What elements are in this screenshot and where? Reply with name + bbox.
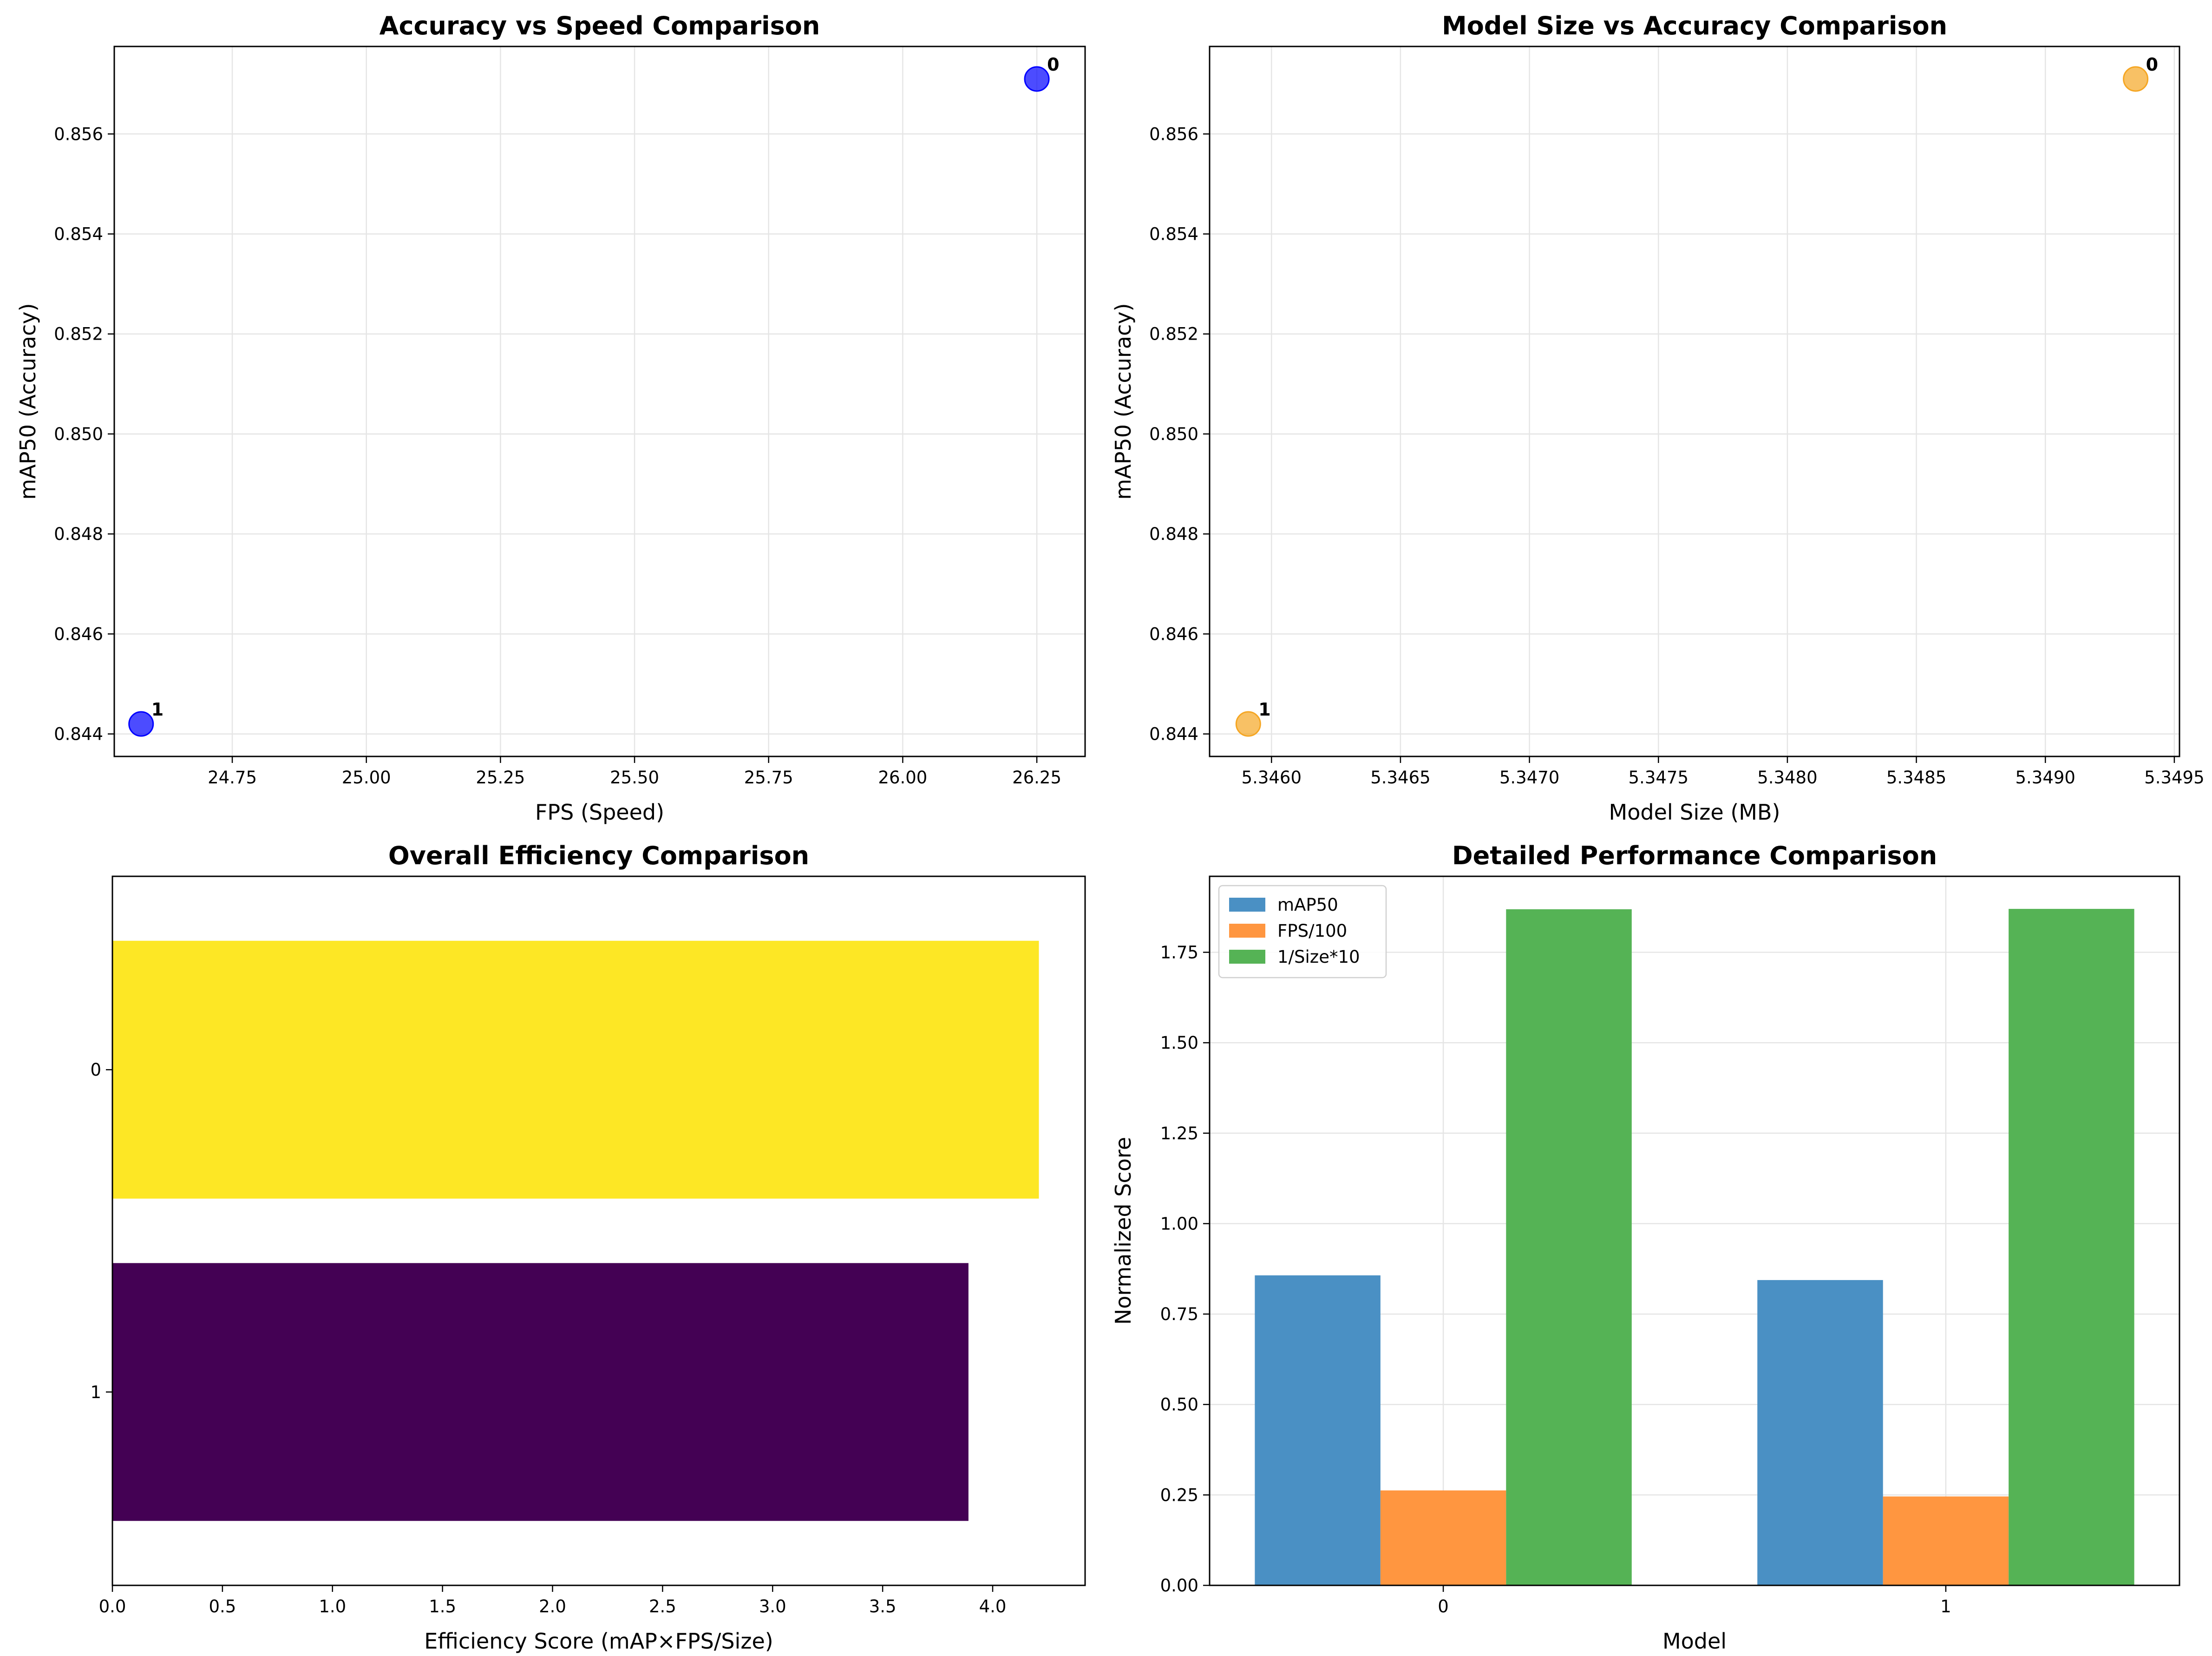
bar-map50 bbox=[1255, 1275, 1381, 1585]
legend-swatch bbox=[1229, 924, 1265, 938]
y-axis-label: mAP50 (Accuracy) bbox=[1111, 303, 1136, 499]
x-tick-label: 25.75 bbox=[744, 768, 793, 788]
y-tick-label: 0.848 bbox=[54, 524, 103, 544]
efficiency-bar bbox=[112, 1263, 969, 1521]
y-tick-label: 0.856 bbox=[1149, 124, 1198, 144]
x-tick-label: 1 bbox=[1940, 1597, 1951, 1617]
scatter-point bbox=[1024, 66, 1050, 92]
x-tick-label: 5.3490 bbox=[2015, 768, 2075, 788]
x-tick-label: 25.00 bbox=[342, 768, 391, 788]
bar-fps-100 bbox=[1380, 1490, 1506, 1585]
y-tick-label: 0.850 bbox=[54, 424, 103, 444]
x-tick-label: 25.50 bbox=[610, 768, 659, 788]
x-tick-label: 1.0 bbox=[319, 1597, 346, 1617]
y-tick-label: 0.854 bbox=[1149, 224, 1198, 244]
legend-swatch bbox=[1229, 950, 1265, 964]
y-tick-label: 1.00 bbox=[1160, 1214, 1198, 1234]
x-tick-label: 0.0 bbox=[99, 1597, 126, 1617]
bar-fps-100 bbox=[1883, 1496, 2009, 1585]
point-label: 0 bbox=[2146, 54, 2158, 75]
x-tick-label: 26.25 bbox=[1012, 768, 1061, 788]
x-tick-label: 2.0 bbox=[539, 1597, 566, 1617]
x-tick-label: 5.3465 bbox=[1370, 768, 1430, 788]
y-tick-label: 0.854 bbox=[54, 224, 103, 244]
y-tick-label: 0.852 bbox=[1149, 324, 1198, 344]
chart-title: Accuracy vs Speed Comparison bbox=[380, 11, 820, 40]
legend: mAP50 FPS/100 1/Size*10 bbox=[1218, 885, 1387, 979]
chart-title: Detailed Performance Comparison bbox=[1452, 841, 1937, 870]
chart-title: Model Size vs Accuracy Comparison bbox=[1442, 11, 1947, 40]
x-tick-label: 0 bbox=[1438, 1597, 1449, 1617]
y-tick-label: 1.50 bbox=[1160, 1033, 1198, 1053]
y-tick-label: 0.852 bbox=[54, 324, 103, 344]
panel-1: Model Size vs Accuracy Comparison Model S… bbox=[1111, 11, 2205, 825]
legend-entry: FPS/100 bbox=[1277, 921, 1347, 941]
y-tick-label: 0.850 bbox=[1149, 424, 1198, 444]
scatter-point bbox=[1235, 711, 1261, 737]
x-axis-label: Model bbox=[1662, 1629, 1727, 1654]
y-tick-label: 0.848 bbox=[1149, 524, 1198, 544]
y-tick-label: 0.25 bbox=[1160, 1485, 1198, 1505]
y-tick-label: 0 bbox=[90, 1060, 101, 1080]
panel-0: Accuracy vs Speed Comparison FPS (Speed) m… bbox=[15, 11, 1086, 825]
x-tick-label: 4.0 bbox=[979, 1597, 1007, 1617]
x-tick-label: 25.25 bbox=[476, 768, 525, 788]
x-tick-label: 26.00 bbox=[878, 768, 927, 788]
point-label: 0 bbox=[1047, 54, 1059, 75]
x-tick-label: 5.3460 bbox=[1242, 768, 1302, 788]
y-tick-label: 0.846 bbox=[1149, 624, 1198, 644]
y-tick-label: 0.844 bbox=[54, 724, 103, 744]
bar-1-size-10 bbox=[2009, 909, 2134, 1585]
scatter-point bbox=[2123, 66, 2149, 92]
y-tick-label: 0.50 bbox=[1160, 1395, 1198, 1415]
x-tick-label: 24.75 bbox=[208, 768, 257, 788]
point-label: 1 bbox=[1258, 699, 1270, 720]
y-tick-label: 0.00 bbox=[1160, 1576, 1198, 1596]
bar-map50 bbox=[1757, 1280, 1883, 1585]
plot-frame bbox=[113, 46, 1086, 757]
y-axis-label: mAP50 (Accuracy) bbox=[15, 303, 40, 499]
legend-swatch bbox=[1229, 898, 1265, 912]
y-tick-label: 0.75 bbox=[1160, 1304, 1198, 1324]
x-tick-label: 5.3470 bbox=[1499, 768, 1559, 788]
x-tick-label: 2.5 bbox=[649, 1597, 676, 1617]
point-label: 1 bbox=[151, 699, 164, 720]
chart-title: Overall Efficiency Comparison bbox=[388, 841, 809, 870]
bar-1-size-10 bbox=[1506, 909, 1632, 1585]
x-tick-label: 3.5 bbox=[869, 1597, 897, 1617]
y-axis-label: Normalized Score bbox=[1111, 1137, 1136, 1325]
x-tick-label: 5.3475 bbox=[1629, 768, 1688, 788]
x-axis-label: Model Size (MB) bbox=[1609, 800, 1780, 825]
x-tick-label: 0.5 bbox=[209, 1597, 236, 1617]
y-tick-label: 1 bbox=[90, 1382, 101, 1402]
panel-2: Overall Efficiency Comparison Efficiency … bbox=[90, 841, 1086, 1654]
x-tick-label: 1.5 bbox=[429, 1597, 456, 1617]
legend-entry: 1/Size*10 bbox=[1277, 947, 1360, 967]
legend-entry: mAP50 bbox=[1277, 895, 1338, 915]
y-tick-label: 0.846 bbox=[54, 624, 103, 644]
x-tick-label: 3.0 bbox=[759, 1597, 786, 1617]
scatter-point bbox=[128, 711, 154, 737]
plot-frame bbox=[111, 875, 1086, 1586]
plot-frame bbox=[1209, 875, 2180, 1586]
x-tick-label: 5.3480 bbox=[1757, 768, 1817, 788]
y-tick-label: 0.844 bbox=[1149, 724, 1198, 744]
y-tick-label: 1.75 bbox=[1160, 943, 1198, 963]
panel-3: Detailed Performance Comparison Model Norm… bbox=[1111, 841, 2180, 1654]
y-tick-label: 1.25 bbox=[1160, 1124, 1198, 1143]
x-axis-label: FPS (Speed) bbox=[535, 800, 664, 825]
efficiency-bar bbox=[112, 940, 1039, 1199]
plot-frame bbox=[1209, 46, 2180, 757]
x-axis-label: Efficiency Score (mAP×FPS/Size) bbox=[424, 1629, 773, 1654]
x-tick-label: 5.3485 bbox=[1886, 768, 1946, 788]
y-tick-label: 0.856 bbox=[54, 124, 103, 144]
x-tick-label: 5.3495 bbox=[2144, 768, 2204, 788]
